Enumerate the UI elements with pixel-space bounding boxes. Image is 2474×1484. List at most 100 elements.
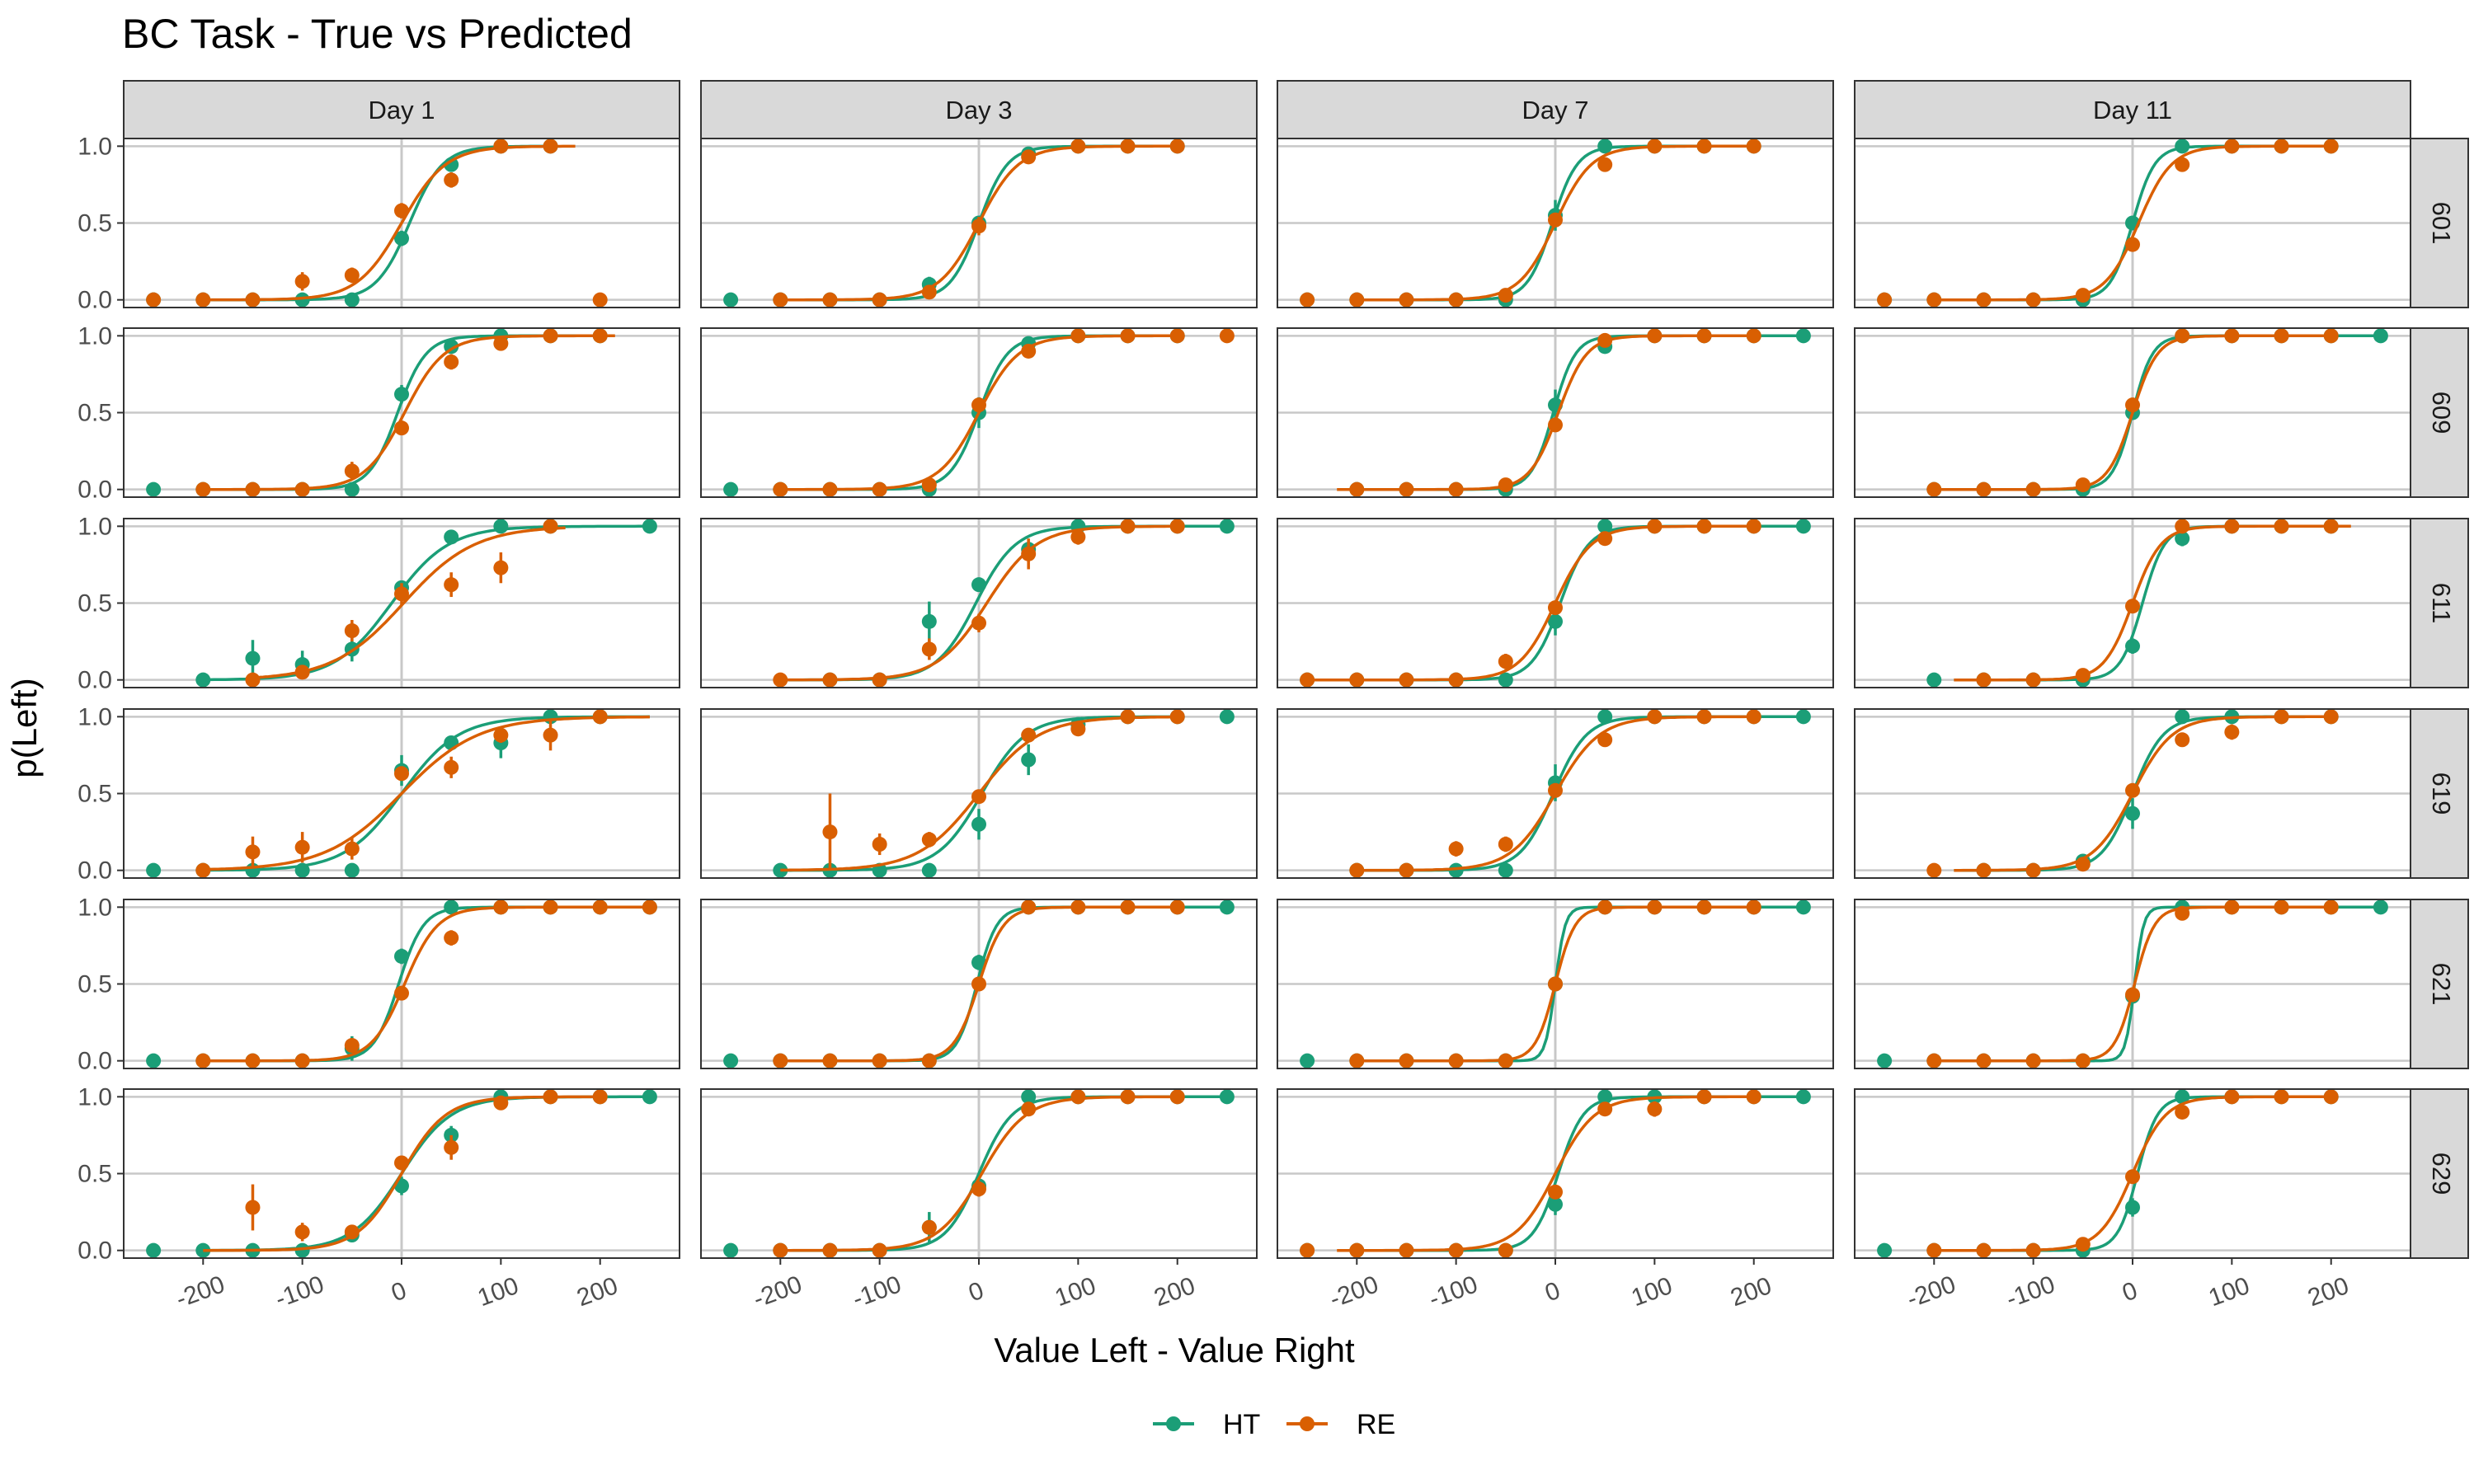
data-point-re [822, 672, 838, 688]
panel-border [700, 899, 1258, 1069]
data-point-re [2224, 1089, 2240, 1105]
series-curve-re [203, 905, 650, 1063]
data-point-re [444, 759, 459, 775]
data-point-ht [294, 292, 310, 308]
panel-border [700, 518, 1258, 688]
column-strip-label: Day 1 [369, 96, 435, 124]
data-point-re [493, 139, 509, 154]
series-curve-re [203, 1095, 600, 1252]
data-point-ht [1548, 1196, 1563, 1212]
data-point-re [1498, 288, 1513, 303]
panel [123, 708, 680, 879]
data-point-ht [2373, 328, 2388, 344]
data-point-re [2075, 288, 2091, 303]
data-point-re [394, 985, 409, 1001]
data-point-re [1976, 481, 1992, 497]
data-point-re [1300, 292, 1315, 308]
data-point-re [1349, 481, 1365, 497]
data-point-re [2025, 862, 2041, 878]
column-strip [700, 80, 1258, 139]
data-point-re [1976, 1053, 1992, 1068]
data-point-re [2075, 668, 2091, 683]
data-point-re [394, 766, 409, 782]
data-point-re [1498, 477, 1513, 493]
row-strip [2410, 708, 2469, 879]
data-point-re [1926, 481, 1942, 497]
x-tick-label: 100 [474, 1272, 522, 1312]
series-curve-re [1934, 334, 2331, 491]
data-point-re [1498, 1242, 1513, 1258]
panel [700, 138, 1258, 308]
data-point-re [2323, 328, 2339, 344]
x-axis-title: Value Left - Value Right [994, 1331, 1355, 1369]
data-point-ht [1877, 1242, 1893, 1258]
data-point-ht [1300, 1053, 1315, 1068]
row-strip-label: 609 [2427, 392, 2456, 434]
data-point-re [444, 930, 459, 946]
data-point-re [493, 336, 509, 351]
data-point-re [2274, 328, 2289, 344]
data-point-re [921, 1053, 937, 1068]
panel [1854, 1088, 2411, 1259]
y-tick-label: 0.5 [78, 590, 112, 618]
data-point-re [245, 844, 261, 860]
data-point-re [2175, 157, 2190, 172]
data-point-re [2075, 857, 2091, 872]
panel [700, 899, 1258, 1069]
data-point-re [2025, 292, 2041, 308]
x-tick-label: -200 [750, 1270, 806, 1313]
data-point-re [543, 139, 558, 154]
data-point-re [2025, 1053, 2041, 1068]
data-point-re [1448, 672, 1464, 688]
data-point-ht [2175, 531, 2190, 547]
data-point-re [195, 292, 211, 308]
data-point-re [1399, 1053, 1414, 1068]
data-point-re [2274, 709, 2289, 725]
data-point-re [444, 1139, 459, 1155]
data-point-re [872, 672, 887, 688]
data-point-re [2224, 519, 2240, 534]
y-axis-title: p(Left) [5, 678, 44, 777]
data-point-ht [444, 529, 459, 545]
data-point-re [2125, 397, 2140, 413]
x-tick-label: -200 [1903, 1270, 1959, 1313]
data-point-re [2224, 328, 2240, 344]
data-point-re [1399, 672, 1414, 688]
data-point-re [394, 1155, 409, 1171]
panel [123, 899, 680, 1069]
data-point-re [2175, 905, 2190, 921]
data-point-re [1976, 292, 1992, 308]
panel [1854, 899, 2411, 1069]
panel [700, 708, 1258, 879]
row-strip-label: 629 [2427, 1153, 2456, 1195]
data-point-re [2323, 899, 2339, 915]
data-point-re [1399, 292, 1414, 308]
data-point-ht [2125, 1200, 2140, 1215]
data-point-re [444, 172, 459, 188]
data-point-ht [146, 1242, 162, 1258]
data-point-re [394, 203, 409, 218]
data-point-re [294, 839, 310, 855]
data-point-re [971, 615, 986, 631]
data-point-re [344, 1224, 360, 1240]
data-point-re [2125, 237, 2140, 252]
row-strip-label: 601 [2427, 202, 2456, 245]
data-point-re [493, 560, 509, 575]
data-point-re [2075, 1053, 2091, 1068]
data-point-re [1498, 654, 1513, 669]
data-point-re [971, 397, 986, 413]
data-point-re [822, 1242, 838, 1258]
column-strip-label: Day 11 [2093, 96, 2172, 124]
data-point-ht [444, 157, 459, 172]
data-point-re [245, 1053, 261, 1068]
x-tick-label: 0 [1541, 1277, 1564, 1308]
panel [123, 518, 680, 688]
data-point-re [592, 709, 608, 725]
data-point-re [1647, 899, 1663, 915]
data-point-re [1448, 1053, 1464, 1068]
panel [123, 1088, 680, 1259]
data-point-ht [146, 1053, 162, 1068]
data-point-re [2175, 1104, 2190, 1120]
data-point-re [146, 292, 162, 308]
panel [1854, 518, 2411, 688]
